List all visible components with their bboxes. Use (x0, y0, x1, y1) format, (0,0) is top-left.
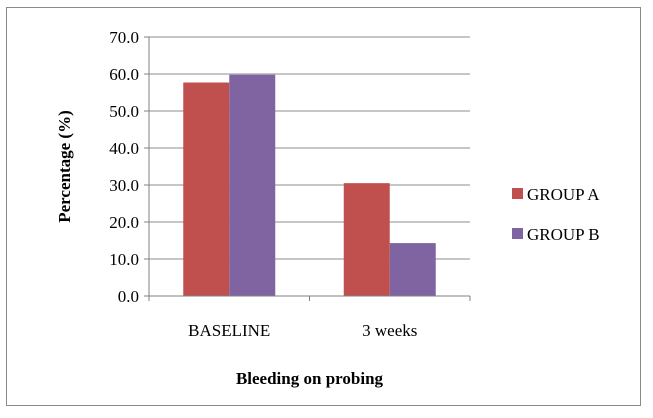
y-axis-title: Percentage (%) (55, 110, 74, 223)
x-category-labels: BASELINE 3 weeks (148, 296, 471, 340)
y-tick-label: 50.0 (109, 102, 139, 121)
legend-swatch-group-a (512, 188, 523, 199)
bar-group-a-0 (183, 82, 230, 296)
bars (183, 74, 436, 297)
y-tick-label: 60.0 (109, 65, 139, 84)
x-category-label: BASELINE (188, 321, 270, 340)
y-tick-label: 70.0 (109, 28, 139, 47)
y-tick-label: 40.0 (109, 139, 139, 158)
bar-group-b-0 (229, 74, 276, 297)
legend-swatch-group-b (512, 228, 523, 239)
bar-group-b-1 (389, 243, 436, 296)
y-tick-label: 30.0 (109, 176, 139, 195)
legend: GROUP A GROUP B (512, 185, 600, 244)
y-tick-label: 0.0 (118, 287, 139, 306)
y-tick-labels: 0.0 10.0 20.0 30.0 40.0 50.0 60.0 70.0 (109, 28, 149, 306)
x-category-label: 3 weeks (362, 321, 417, 340)
bar-group-a-1 (343, 183, 390, 296)
y-tick-label: 20.0 (109, 213, 139, 232)
legend-label: GROUP A (527, 185, 600, 204)
y-tick-label: 10.0 (109, 250, 139, 269)
legend-label: GROUP B (527, 225, 600, 244)
x-axis-title: Bleeding on probing (236, 369, 384, 388)
